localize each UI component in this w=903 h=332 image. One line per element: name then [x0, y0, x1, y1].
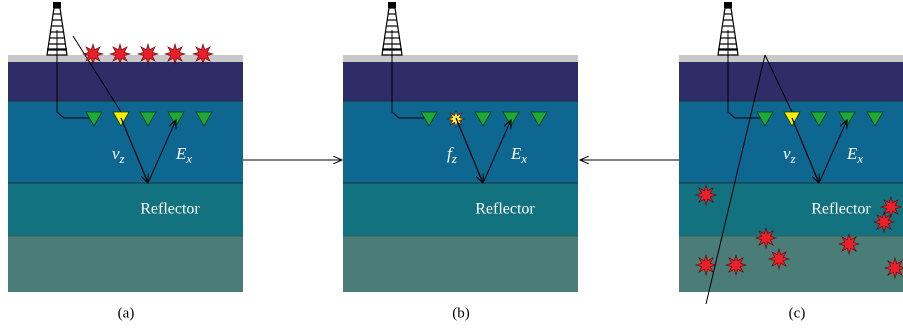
reflector-label: Reflector [140, 201, 200, 218]
label-main: E [510, 144, 522, 163]
layer [343, 236, 578, 292]
layer [679, 62, 903, 101]
layer [8, 62, 243, 101]
surface [679, 55, 903, 62]
label-main: E [175, 144, 187, 163]
star [696, 185, 716, 205]
caption: (a) [118, 305, 135, 321]
label-sub: x [185, 151, 192, 166]
derrick-top [724, 2, 732, 8]
label-sub: z [790, 151, 796, 166]
star [756, 228, 776, 248]
diagram: vzExReflector(a)fzExReflector(b)vzExRefl… [0, 0, 903, 332]
reflector-label: Reflector [811, 201, 871, 218]
star [769, 249, 789, 269]
star [110, 44, 130, 64]
star [839, 234, 859, 254]
star [726, 255, 746, 275]
star [83, 44, 103, 64]
derrick-top [388, 2, 396, 8]
derrick-top [53, 2, 61, 8]
label-sub: x [520, 151, 527, 166]
surface [343, 55, 578, 62]
layer [343, 62, 578, 101]
layer [8, 236, 243, 292]
caption: (b) [452, 305, 470, 321]
label-sub: z [119, 151, 125, 166]
reflector-label: Reflector [475, 201, 535, 218]
star [696, 255, 716, 275]
layer [8, 183, 243, 236]
star [138, 44, 158, 64]
label-sub: z [451, 151, 457, 166]
label-main: E [846, 144, 858, 163]
star [165, 44, 185, 64]
star [193, 44, 213, 64]
caption: (c) [789, 305, 806, 321]
label-sub: x [856, 151, 863, 166]
layer [343, 183, 578, 236]
star [881, 197, 901, 217]
